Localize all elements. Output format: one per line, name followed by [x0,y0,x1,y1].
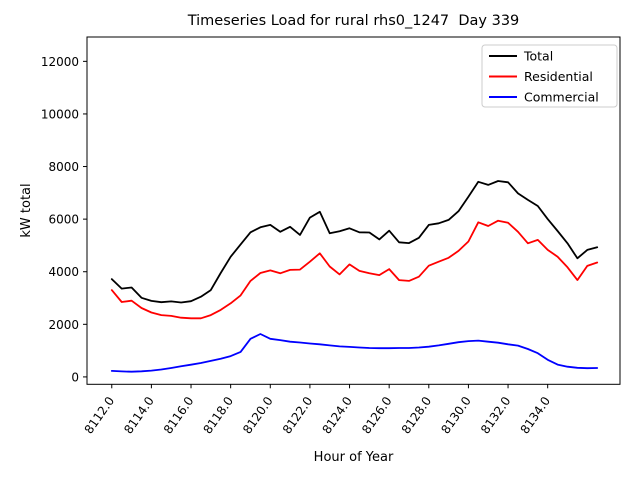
x-tick-label: 8120.0 [240,394,276,436]
x-tick-label: 8134.0 [518,394,554,436]
x-axis-ticks: 8112.0 8114.0 8116.0 8118.0 8120.0 8122.0 8124… [82,384,553,436]
x-tick-label: 8130.0 [438,394,474,436]
x-tick-label: 8126.0 [359,394,395,436]
y-tick-label: 8000 [48,160,79,174]
y-tick-label: 2000 [48,318,79,332]
legend-label-residential: Residential [524,69,593,84]
series-line-commercial [110,333,599,373]
legend-label-total: Total [523,49,553,64]
series-lines [110,180,599,373]
x-tick-label: 8124.0 [319,394,355,436]
y-axis-label: kW total [19,183,34,237]
x-tick-label: 8122.0 [280,394,316,436]
x-axis-label: Hour of Year [314,450,394,465]
x-tick-label: 8116.0 [161,394,197,436]
x-tick-label: 8112.0 [82,394,118,436]
x-tick-label: 8114.0 [121,394,157,436]
legend-label-commercial: Commercial [524,90,599,105]
x-tick-label: 8128.0 [399,394,435,436]
y-axis-ticks: 0 2000 4000 6000 8000 10000 12000 [41,55,87,384]
y-tick-label: 4000 [48,265,79,279]
y-tick-label: 0 [71,370,79,384]
y-tick-label: 10000 [41,107,79,121]
chart-title: Timeseries Load for rural rhs0_1247 Day … [187,13,520,29]
series-line-residential [110,219,599,320]
legend: Total Residential Commercial [481,44,618,108]
y-tick-label: 6000 [48,213,79,227]
x-tick-label: 8118.0 [201,394,237,436]
y-tick-label: 12000 [41,55,79,69]
series-line-total [110,180,599,304]
x-tick-label: 8132.0 [478,394,514,436]
legend-box [481,44,618,108]
